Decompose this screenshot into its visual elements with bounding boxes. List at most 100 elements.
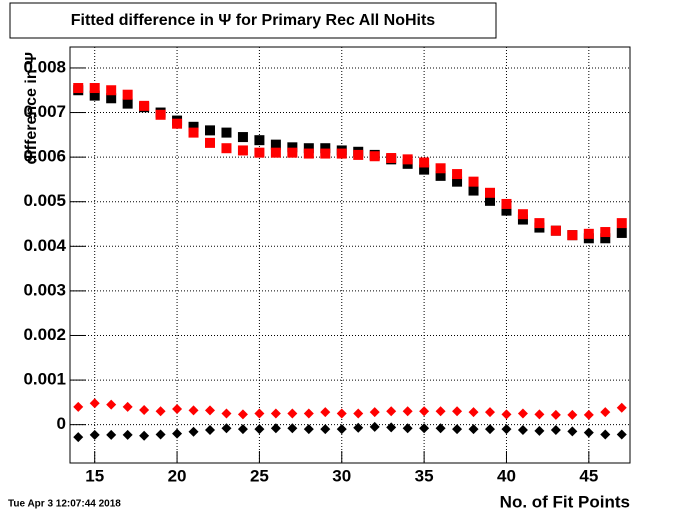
marker xyxy=(221,408,232,419)
x-tick-label: 20 xyxy=(168,466,187,485)
marker xyxy=(155,429,166,440)
marker xyxy=(303,148,314,159)
marker xyxy=(122,429,133,440)
marker xyxy=(287,423,298,434)
timestamp: Tue Apr 3 12:07:44 2018 xyxy=(8,499,121,510)
marker xyxy=(600,407,611,418)
marker xyxy=(353,149,364,160)
marker xyxy=(188,127,199,138)
marker xyxy=(369,407,380,418)
marker xyxy=(221,423,232,434)
x-tick-label: 45 xyxy=(579,466,598,485)
marker xyxy=(254,135,265,146)
marker xyxy=(435,163,446,174)
marker xyxy=(567,426,578,437)
marker xyxy=(205,125,215,136)
y-tick-label: 0.004 xyxy=(23,236,66,255)
marker xyxy=(139,430,150,441)
marker xyxy=(188,405,199,416)
marker xyxy=(106,85,117,96)
marker xyxy=(386,153,397,164)
marker xyxy=(139,404,150,415)
x-tick-label: 35 xyxy=(415,466,434,485)
marker xyxy=(419,164,430,175)
marker xyxy=(205,425,215,436)
y-tick-label: 0.006 xyxy=(23,147,66,166)
marker xyxy=(550,425,561,436)
marker xyxy=(616,402,627,413)
marker xyxy=(468,407,479,418)
marker xyxy=(106,429,117,440)
marker xyxy=(270,147,281,158)
marker xyxy=(600,233,611,244)
marker xyxy=(369,421,380,432)
marker xyxy=(534,218,545,229)
marker xyxy=(517,408,528,419)
marker xyxy=(89,398,100,409)
marker xyxy=(600,429,611,440)
marker xyxy=(517,425,528,436)
marker xyxy=(567,230,578,241)
marker xyxy=(534,425,545,436)
marker xyxy=(122,98,133,109)
y-tick-label: 0.008 xyxy=(23,57,66,76)
marker xyxy=(419,406,430,417)
marker xyxy=(583,409,594,420)
marker xyxy=(237,132,248,143)
marker xyxy=(270,139,281,150)
x-axis-label: No. of Fit Points xyxy=(500,492,630,511)
title-box xyxy=(9,2,497,39)
marker xyxy=(155,406,166,417)
marker xyxy=(303,424,314,435)
marker xyxy=(270,423,281,434)
y-axis-label: difference in Ψ xyxy=(23,52,40,165)
marker xyxy=(353,408,364,419)
marker xyxy=(254,408,265,419)
marker xyxy=(550,409,561,420)
marker xyxy=(402,423,413,434)
marker xyxy=(501,205,512,216)
marker xyxy=(139,100,150,111)
marker xyxy=(485,424,495,435)
x-tick-label: 25 xyxy=(250,466,269,485)
marker xyxy=(303,408,314,419)
marker xyxy=(485,407,495,418)
marker xyxy=(534,409,545,420)
marker xyxy=(501,198,512,209)
marker xyxy=(452,406,463,417)
marker xyxy=(237,409,248,420)
marker xyxy=(435,406,446,417)
marker xyxy=(205,405,215,416)
marker xyxy=(369,151,380,162)
x-tick-label: 40 xyxy=(497,466,516,485)
marker xyxy=(452,424,463,435)
marker xyxy=(550,225,561,236)
marker xyxy=(172,118,183,129)
marker xyxy=(89,83,100,94)
marker xyxy=(485,187,495,198)
x-tick-label: 30 xyxy=(332,466,351,485)
marker xyxy=(386,406,397,417)
y-tick-label: 0 xyxy=(57,414,66,433)
marker xyxy=(122,89,133,100)
marker xyxy=(353,422,364,433)
marker xyxy=(122,401,133,412)
marker xyxy=(237,145,248,156)
marker xyxy=(320,148,331,159)
y-tick-label: 0.001 xyxy=(23,370,66,389)
marker xyxy=(155,109,166,120)
marker xyxy=(188,121,199,132)
marker xyxy=(221,127,232,138)
marker xyxy=(320,143,331,154)
marker xyxy=(254,424,265,435)
marker xyxy=(402,154,413,165)
marker xyxy=(320,407,331,418)
marker xyxy=(287,147,298,158)
marker xyxy=(583,228,594,239)
marker xyxy=(205,137,215,148)
marker xyxy=(435,423,446,434)
marker xyxy=(89,90,100,101)
marker xyxy=(386,422,397,433)
marker xyxy=(270,408,281,419)
